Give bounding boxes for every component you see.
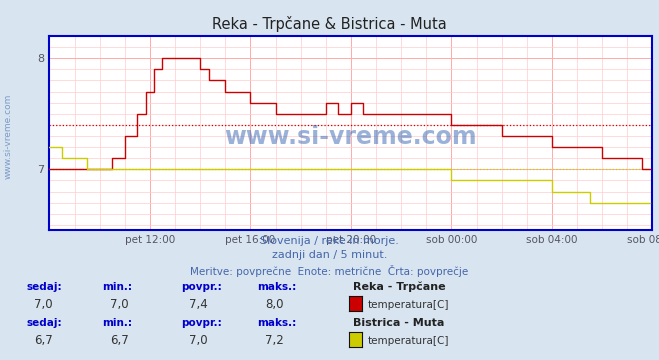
Text: povpr.:: povpr.: xyxy=(181,282,222,292)
Text: 7,2: 7,2 xyxy=(265,334,283,347)
Text: Meritve: povprečne  Enote: metrične  Črta: povprečje: Meritve: povprečne Enote: metrične Črta:… xyxy=(190,265,469,276)
Text: maks.:: maks.: xyxy=(257,282,297,292)
Text: 7,4: 7,4 xyxy=(189,298,208,311)
Text: 6,7: 6,7 xyxy=(110,334,129,347)
Text: 7,0: 7,0 xyxy=(189,334,208,347)
Text: 7,0: 7,0 xyxy=(110,298,129,311)
Text: maks.:: maks.: xyxy=(257,318,297,328)
Text: 8,0: 8,0 xyxy=(265,298,283,311)
Text: sedaj:: sedaj: xyxy=(26,282,62,292)
Text: 6,7: 6,7 xyxy=(34,334,53,347)
Text: Reka - Trpčane: Reka - Trpčane xyxy=(353,281,445,292)
Text: sedaj:: sedaj: xyxy=(26,318,62,328)
Text: zadnji dan / 5 minut.: zadnji dan / 5 minut. xyxy=(272,250,387,260)
Text: 7,0: 7,0 xyxy=(34,298,53,311)
Text: www.si-vreme.com: www.si-vreme.com xyxy=(225,125,477,149)
Text: Slovenija / reke in morje.: Slovenija / reke in morje. xyxy=(260,236,399,246)
Text: www.si-vreme.com: www.si-vreme.com xyxy=(3,94,13,180)
Text: povpr.:: povpr.: xyxy=(181,318,222,328)
Text: min.:: min.: xyxy=(102,318,132,328)
Text: Reka - Trpčane & Bistrica - Muta: Reka - Trpčane & Bistrica - Muta xyxy=(212,16,447,32)
Text: Bistrica - Muta: Bistrica - Muta xyxy=(353,318,444,328)
Text: temperatura[C]: temperatura[C] xyxy=(368,300,449,310)
Text: temperatura[C]: temperatura[C] xyxy=(368,336,449,346)
Text: min.:: min.: xyxy=(102,282,132,292)
